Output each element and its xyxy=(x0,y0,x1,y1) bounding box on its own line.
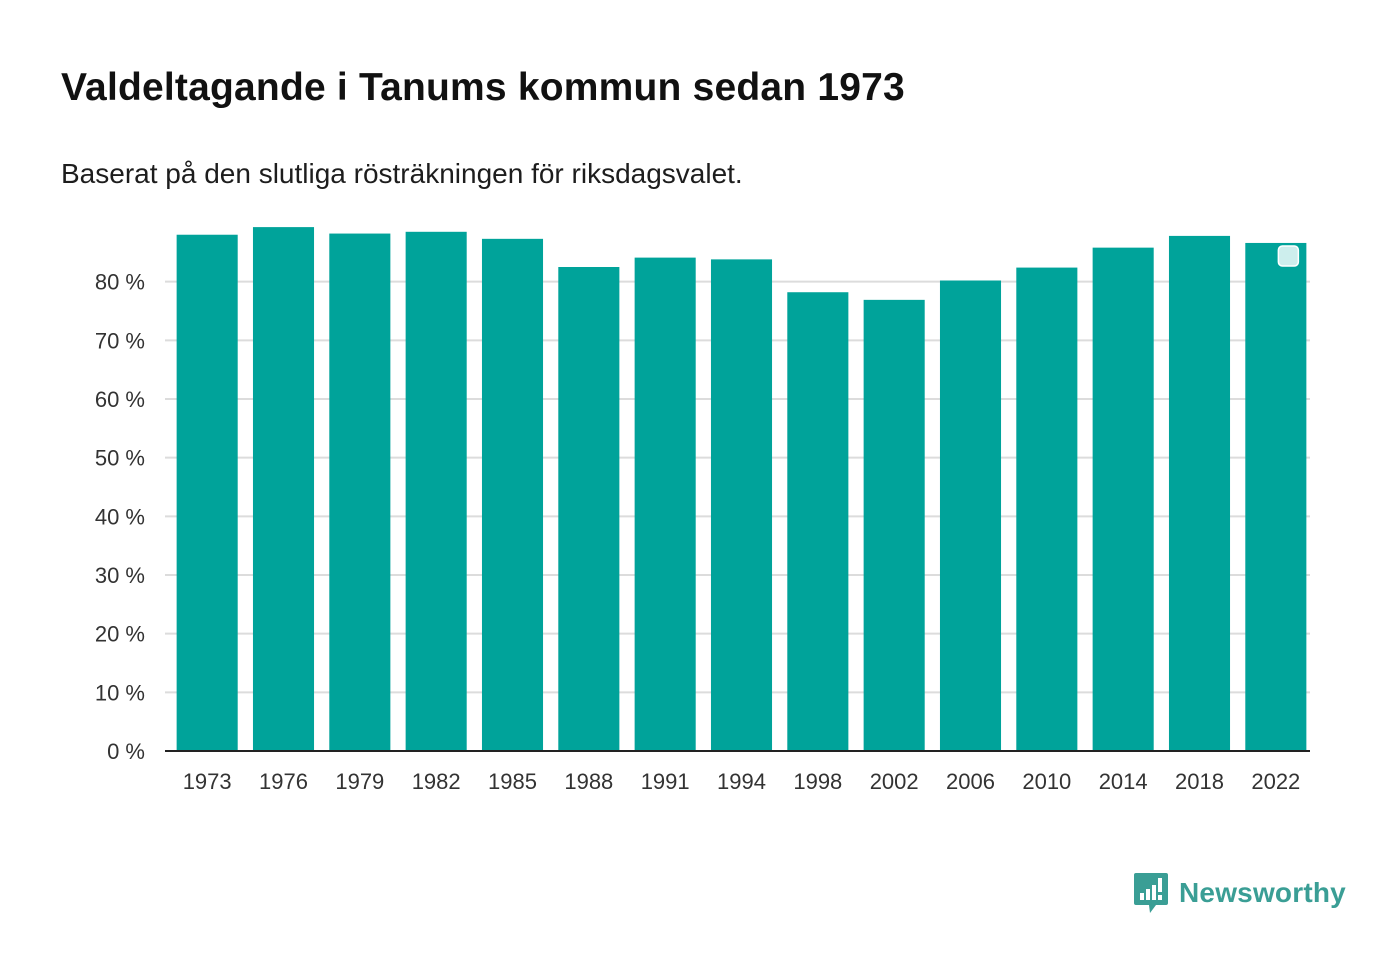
bar-2022[interactable] xyxy=(1245,242,1307,752)
y-tick-label: 60 % xyxy=(95,387,145,412)
y-tick-label: 20 % xyxy=(95,622,145,647)
x-tick-label: 1988 xyxy=(564,769,613,794)
y-tick-label: 0 % xyxy=(107,739,145,764)
bar-2002[interactable] xyxy=(863,299,925,751)
x-tick-label: 2002 xyxy=(870,769,919,794)
bars xyxy=(176,227,1307,752)
zoom-handle-icon[interactable] xyxy=(1277,245,1300,267)
bar-1998[interactable] xyxy=(787,292,849,751)
newsworthy-brand: Newsworthy xyxy=(1133,872,1346,914)
x-tick-label: 1979 xyxy=(335,769,384,794)
x-tick-label: 1976 xyxy=(259,769,308,794)
x-tick-label: 1994 xyxy=(717,769,766,794)
bar-1976[interactable] xyxy=(252,227,315,751)
x-tick-label: 2006 xyxy=(946,769,995,794)
bar-2010[interactable] xyxy=(1016,267,1078,751)
chart-title: Valdeltagande i Tanums kommun sedan 1973 xyxy=(61,66,905,109)
x-tick-label: 2018 xyxy=(1175,769,1224,794)
bar-1982[interactable] xyxy=(405,231,467,752)
bar-1985[interactable] xyxy=(481,238,544,752)
bar-1979[interactable] xyxy=(329,233,391,751)
y-tick-label: 10 % xyxy=(95,680,145,705)
bar-2018[interactable] xyxy=(1168,235,1231,751)
x-tick-label: 1982 xyxy=(412,769,461,794)
x-tick-label: 1985 xyxy=(488,769,537,794)
x-tick-label: 2022 xyxy=(1251,769,1300,794)
chart-subtitle: Baserat på den slutliga rösträkningen fö… xyxy=(61,158,743,189)
bar-1994[interactable] xyxy=(710,259,773,751)
newsworthy-logo-icon xyxy=(1134,873,1168,913)
bar-1991[interactable] xyxy=(634,257,696,751)
y-tick-label: 30 % xyxy=(95,563,145,588)
x-tick-label: 1998 xyxy=(793,769,842,794)
bar-2006[interactable] xyxy=(939,280,1002,751)
bar-1973[interactable] xyxy=(176,234,238,751)
x-tick-label: 2014 xyxy=(1099,769,1148,794)
y-tick-label: 80 % xyxy=(95,270,145,295)
y-tick-label: 50 % xyxy=(95,446,145,471)
x-tick-label: 1973 xyxy=(183,769,232,794)
bar-1988[interactable] xyxy=(558,267,620,751)
x-tick-label: 1991 xyxy=(641,769,690,794)
y-tick-label: 40 % xyxy=(95,504,145,529)
x-tick-label: 2010 xyxy=(1022,769,1071,794)
bar-2014[interactable] xyxy=(1092,247,1154,751)
brand-name: Newsworthy xyxy=(1179,877,1346,908)
x-axis-ticks: 1973 1976 1979 1982 1985 1988 1991 1994 1998 2002… xyxy=(183,769,1301,794)
y-tick-label: 70 % xyxy=(95,328,145,353)
y-axis-ticks: 0 % 10 % 20 % 30 % 40 % 50 % 60 % 70 % 80 % xyxy=(95,270,145,764)
